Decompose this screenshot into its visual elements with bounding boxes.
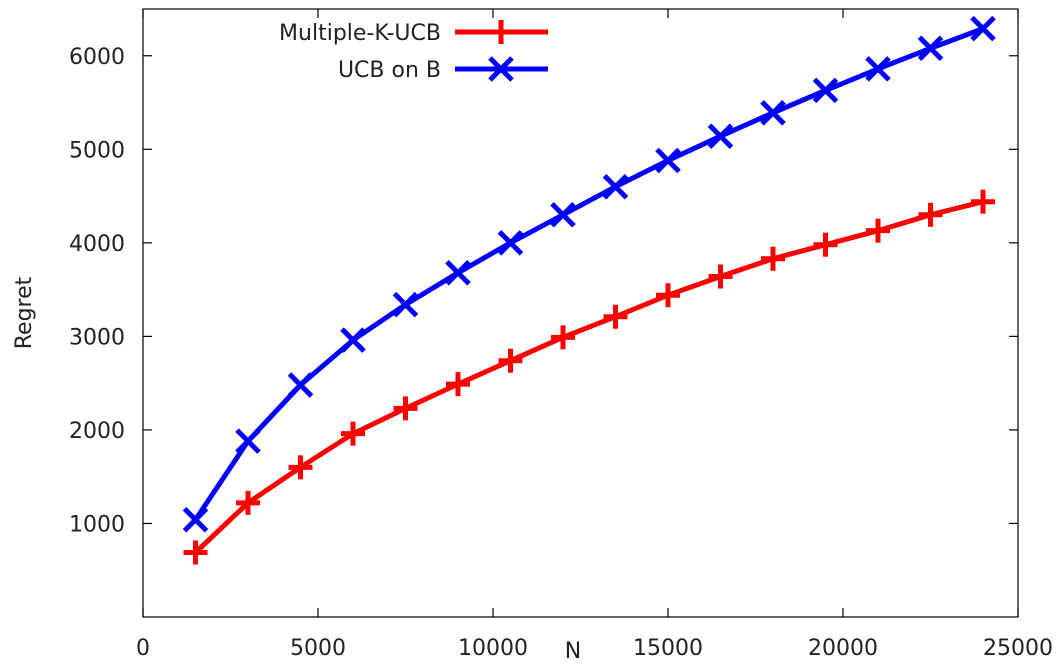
y-axis-label: Regret [12,276,37,349]
legend-label: Multiple-K-UCB [279,21,441,46]
legend-label: UCB on B [338,58,441,83]
data-point-series-1 [918,202,943,227]
data-point-series-2 [812,77,839,104]
data-point-series-1 [656,283,680,308]
data-point-series-1 [971,189,995,214]
marker-stroke [917,35,944,62]
data-point-series-2 [340,327,366,353]
marker-stroke [865,56,891,82]
y-tick-label: 6000 [69,45,125,70]
plot-frame [142,8,1019,618]
data-point-series-2 [182,506,209,533]
data-point-series-1 [813,232,838,257]
y-tick-label: 3000 [69,325,125,350]
marker-stroke [812,77,839,104]
legend: Multiple-K-UCB UCB on B [279,20,548,83]
x-tick-label: 10000 [458,636,528,661]
y-tick-label: 1000 [69,512,125,537]
marker-stroke [497,230,524,256]
x-axis-label: N [565,639,581,664]
data-point-series-1 [498,348,523,373]
data-point-series-2 [760,100,786,126]
y-tick-label: 2000 [69,419,125,444]
data-point-series-1 [341,421,365,446]
data-point-series-1 [551,325,575,350]
data-point-series-2 [235,428,261,454]
data-point-series-1 [236,490,260,515]
x-tick-label: 25000 [983,636,1053,661]
marker-stroke [970,15,996,42]
x-tick-label: 20000 [808,636,878,661]
y-tick-label: 4000 [69,232,125,257]
marker-stroke [392,291,419,318]
marker-stroke [287,372,314,398]
data-point-series-2 [655,147,681,174]
marker-stroke [550,202,576,228]
marker-stroke [182,506,209,533]
series-line-1 [193,199,984,555]
data-point-series-1 [708,264,733,289]
data-point-series-2 [287,372,314,398]
data-point-series-1 [288,455,313,480]
data-point-series-1 [866,218,890,243]
data-point-series-1 [393,396,418,421]
data-point-series-2 [602,173,629,200]
data-point-series-1 [183,540,208,565]
marker-stroke [445,260,471,286]
data-point-series-1 [603,304,628,329]
marker-stroke [760,100,786,126]
series-line-2 [193,26,984,522]
marker-stroke [602,173,629,200]
y-tick-label: 5000 [69,138,125,163]
data-point-series-2 [970,15,996,42]
x-tick-label: 0 [136,636,150,661]
data-point-series-2 [445,260,471,286]
marker-stroke [488,56,514,82]
legend-marker [489,20,513,44]
x-tick-label: 15000 [633,636,703,661]
marker-stroke [655,147,681,174]
data-point-series-2 [550,202,576,228]
x-tick-label: 5000 [290,636,346,661]
data-point-series-2 [865,56,891,82]
marker-stroke [707,123,734,149]
data-point-series-1 [761,246,785,271]
marker-stroke [235,428,261,454]
data-point-series-2 [497,230,524,256]
data-point-series-2 [392,291,419,318]
data-point-series-2 [707,123,734,149]
legend-marker [488,56,514,82]
data-point-series-2 [917,35,944,62]
data-point-series-1 [446,372,470,397]
marker-stroke [340,327,366,353]
